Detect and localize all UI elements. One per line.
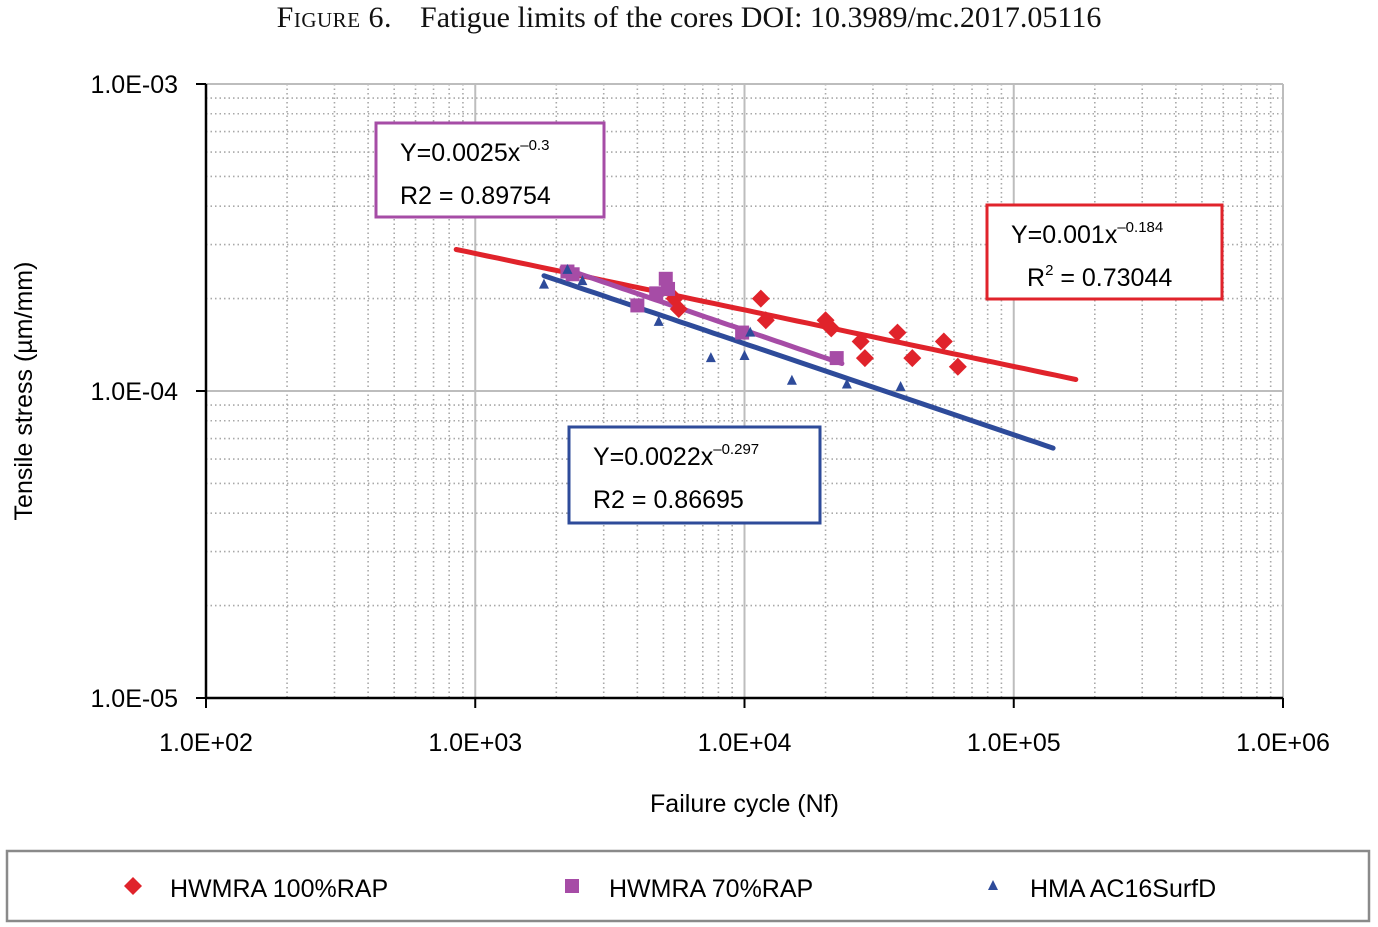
- equation-box-hwmra-70-rap: Y=0.0025x–0.3 R2 = 0.89754: [374, 121, 606, 219]
- equation-text: Y=0.001x–0.184: [1011, 219, 1163, 249]
- equation-text: Y=0.0022x–0.297: [593, 441, 759, 471]
- legend-label-hwmra-100-rap: HWMRA 100%RAP: [170, 875, 388, 903]
- y-axis-title: Tensile stress (µm/mm): [10, 262, 38, 521]
- data-point-hwmra-70-rap: [735, 325, 750, 340]
- data-point-hma-ac16surfd: [895, 381, 906, 392]
- data-point-hwmra-70-rap: [649, 286, 664, 301]
- data-point-hma-ac16surfd: [577, 275, 588, 286]
- data-point-hwmra-100-rap: [851, 332, 870, 351]
- equation-box-border: [985, 203, 1224, 301]
- data-point-hma-ac16surfd: [739, 350, 750, 361]
- trendline-hwmra-70-rap: [559, 265, 845, 366]
- legend-item-hwmra-100-rap: HWMRA 100%RAP: [124, 875, 388, 903]
- equation-layer: Y=0.001x–0.184 R2 = 0.73044 Y=0.0025x–0.3 R…: [374, 121, 1224, 525]
- equation-text: Y=0.0025x–0.3: [400, 137, 549, 167]
- equation-box-border: [567, 425, 822, 525]
- figure-caption-text: Fatigue limits of the cores DOI: 10.3989…: [420, 1, 1102, 34]
- grid-layer: [206, 83, 1284, 698]
- legend-item-hma-ac16surfd: HMA AC16SurfD: [988, 875, 1216, 903]
- legend-item-hwmra-70-rap: HWMRA 70%RAP: [565, 875, 813, 903]
- legend-marker-hma-ac16surfd: [988, 880, 998, 890]
- data-point-hma-ac16surfd: [538, 278, 549, 289]
- data-point-hwmra-100-rap: [669, 299, 688, 318]
- data-point-hwmra-100-rap: [948, 357, 967, 376]
- figure-caption: Figure 6. Fatigue limits of the cores DOI…: [0, 0, 1378, 36]
- equation-box-hma-ac16surfd: Y=0.0022x–0.297 R2 = 0.86695: [567, 425, 822, 525]
- legend-box: [5, 849, 1371, 923]
- points-layer: [538, 263, 967, 392]
- trendline-layer: [453, 247, 1079, 451]
- legend-label-hma-ac16surfd: HMA AC16SurfD: [1030, 875, 1216, 903]
- data-point-hma-ac16surfd: [745, 326, 756, 337]
- legend-label-hwmra-70-rap: HWMRA 70%RAP: [609, 875, 813, 903]
- data-point-hwmra-100-rap: [855, 349, 874, 368]
- equation-box-hwmra-100-rap: Y=0.001x–0.184 R2 = 0.73044: [985, 203, 1224, 301]
- y-tick-label: 1.0E-03: [90, 71, 178, 99]
- axes-layer: 1.0E+02 1.0E+03 1.0E+04 1.0E+05 1.0E+06 1.0E-…: [10, 71, 1330, 818]
- y-tick-label: 1.0E-04: [90, 378, 178, 406]
- data-point-hwmra-100-rap: [903, 349, 922, 368]
- data-point-hma-ac16surfd: [705, 352, 716, 363]
- data-point-hwmra-70-rap: [630, 298, 645, 313]
- data-point-hwmra-100-rap: [888, 323, 907, 342]
- data-point-hwmra-70-rap: [829, 351, 844, 366]
- x-axis-title: Failure cycle (Nf): [650, 790, 839, 818]
- x-tick-label: 1.0E+04: [698, 729, 792, 757]
- data-point-hma-ac16surfd: [562, 263, 573, 274]
- data-point-hwmra-100-rap: [756, 311, 775, 330]
- x-tick-label: 1.0E+06: [1236, 729, 1330, 757]
- figure-caption-label: Figure 6.: [276, 1, 393, 34]
- legend-layer: HWMRA 100%RAP HWMRA 70%RAP HMA AC16SurfD: [5, 849, 1371, 923]
- r-squared-text: R2 = 0.86695: [593, 486, 744, 514]
- y-tick-label: 1.0E-05: [90, 685, 178, 713]
- data-point-hwmra-100-rap: [751, 289, 770, 308]
- equation-box-border: [374, 121, 606, 219]
- r-squared-text: R2 = 0.89754: [400, 182, 551, 210]
- data-point-hwmra-100-rap: [822, 319, 841, 338]
- data-point-hma-ac16surfd: [786, 374, 797, 385]
- data-point-hma-ac16surfd: [653, 315, 664, 326]
- r-squared-text: R2 = 0.73044: [1027, 262, 1172, 292]
- trendline-hma-ac16surfd: [541, 273, 1056, 451]
- data-point-hwmra-70-rap: [661, 281, 676, 296]
- x-tick-label: 1.0E+02: [159, 729, 253, 757]
- legend-marker-hwmra-100-rap: [124, 877, 142, 895]
- legend-marker-hwmra-70-rap: [565, 879, 579, 893]
- x-tick-label: 1.0E+05: [967, 729, 1061, 757]
- x-tick-label: 1.0E+03: [428, 729, 522, 757]
- data-point-hwmra-100-rap: [934, 332, 953, 351]
- data-point-hma-ac16surfd: [841, 378, 852, 389]
